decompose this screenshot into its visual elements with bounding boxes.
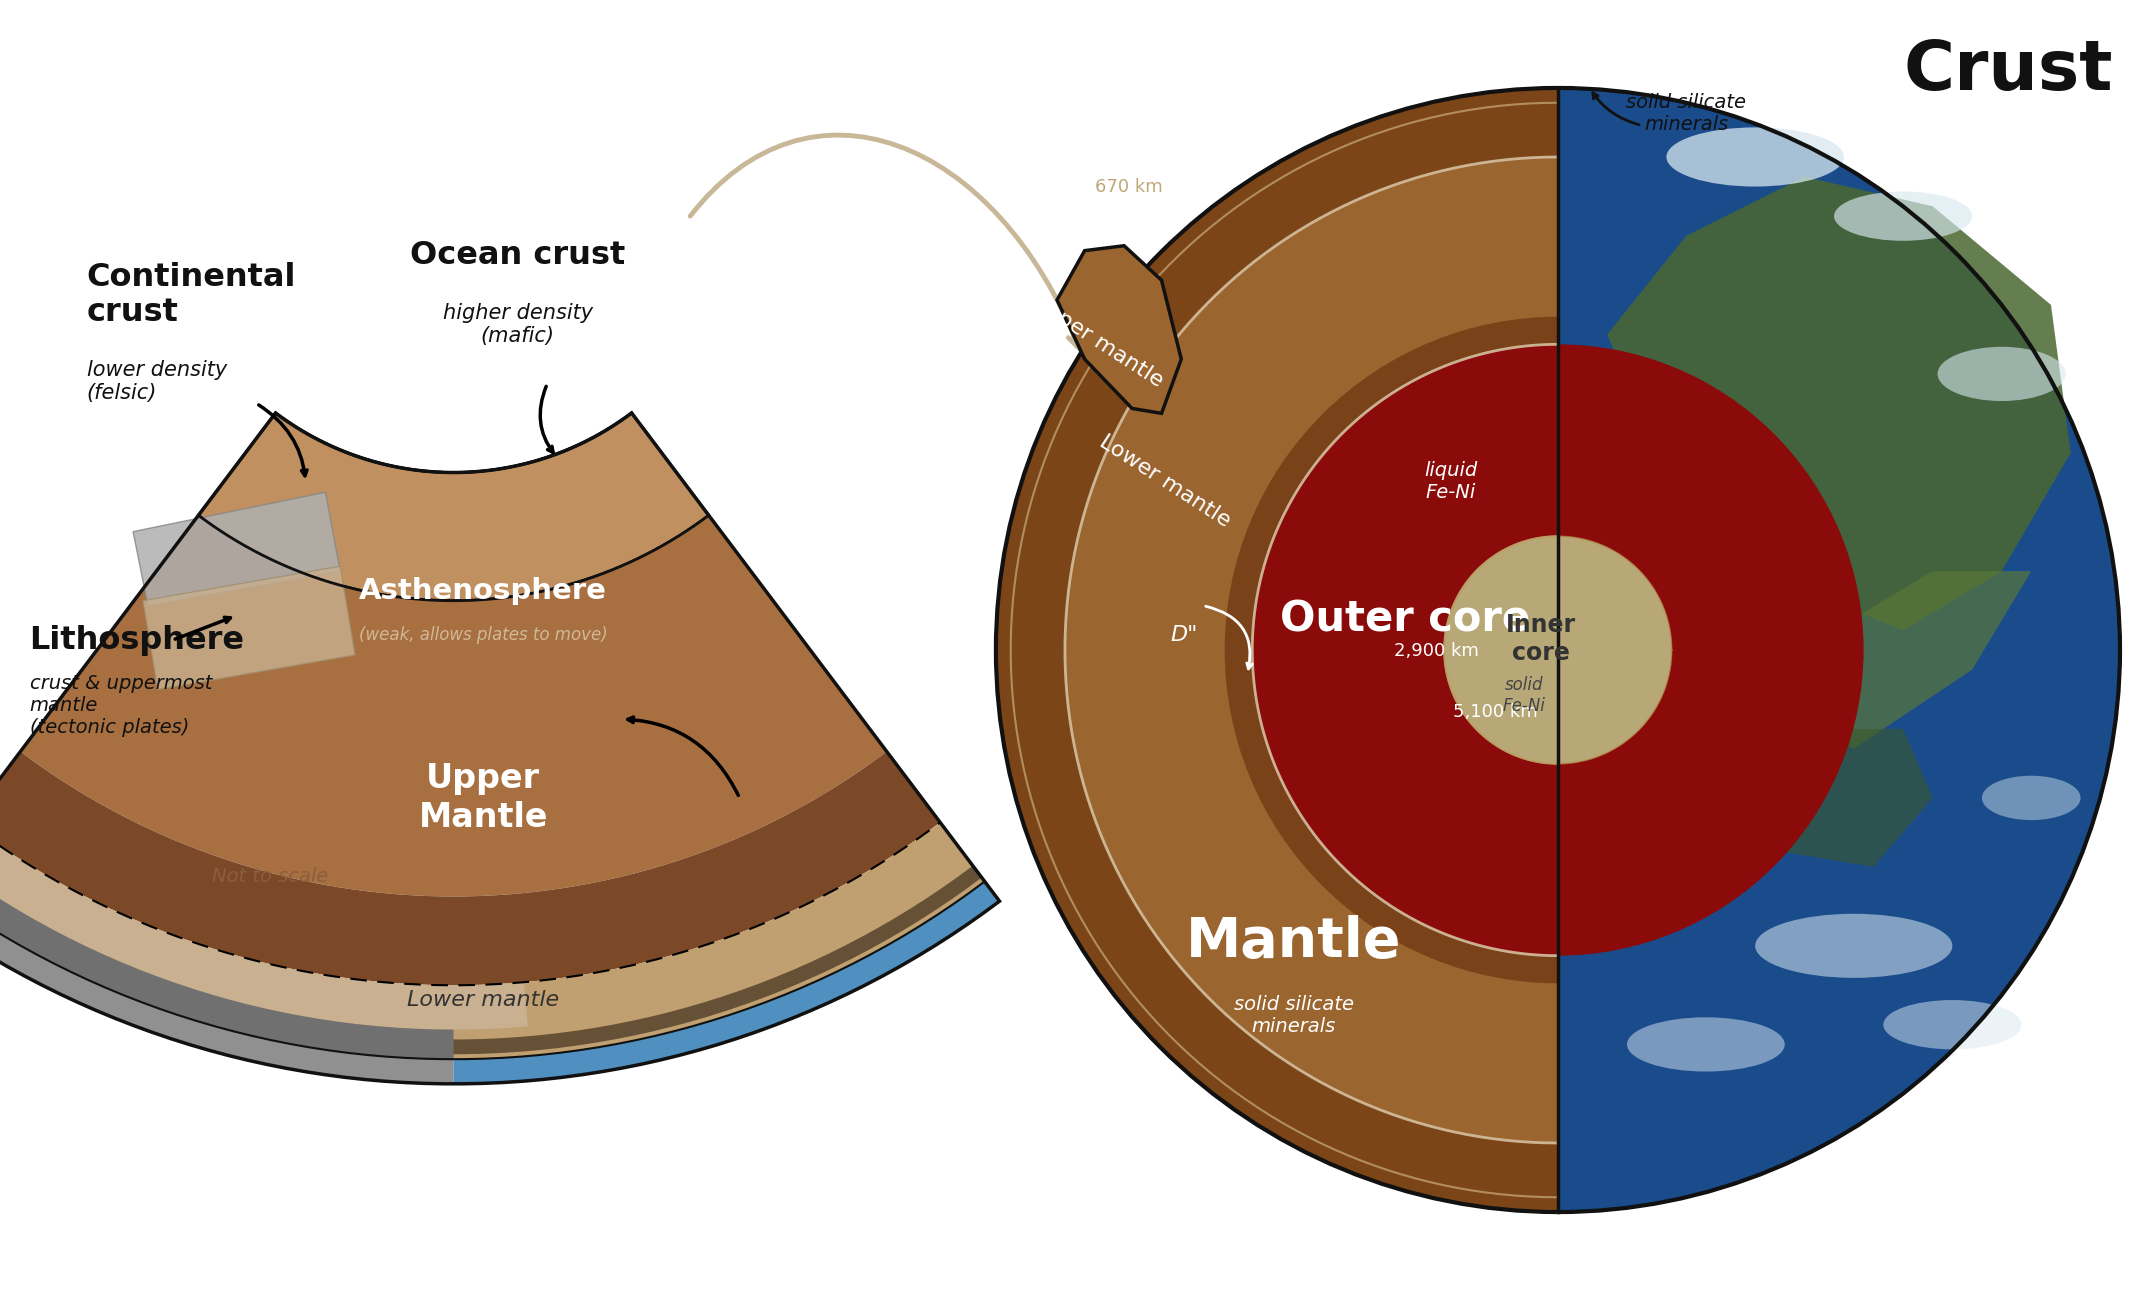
Polygon shape <box>0 823 985 1060</box>
Ellipse shape <box>1981 776 2081 820</box>
Polygon shape <box>0 881 453 1084</box>
Text: 670 km: 670 km <box>1095 178 1162 196</box>
Text: higher density
(mafic): higher density (mafic) <box>442 303 593 346</box>
Text: Outer core: Outer core <box>1281 598 1531 641</box>
Ellipse shape <box>1938 347 2065 400</box>
Polygon shape <box>198 413 709 601</box>
Wedge shape <box>1445 537 1559 763</box>
Wedge shape <box>1559 88 2119 1212</box>
Ellipse shape <box>1755 914 1953 978</box>
Wedge shape <box>1253 344 1559 956</box>
Circle shape <box>1445 537 1671 763</box>
Text: solid silicate
minerals: solid silicate minerals <box>1626 92 1746 134</box>
Text: solid silicate
minerals: solid silicate minerals <box>1233 994 1354 1036</box>
Text: 5,100 km: 5,100 km <box>1453 703 1537 722</box>
Polygon shape <box>1755 729 1932 867</box>
Text: Inner
core: Inner core <box>1505 612 1576 664</box>
Polygon shape <box>0 866 981 1054</box>
Wedge shape <box>996 88 1559 1212</box>
Polygon shape <box>0 751 940 985</box>
Polygon shape <box>1056 246 1181 413</box>
Wedge shape <box>1559 344 1863 956</box>
Ellipse shape <box>1835 191 1973 240</box>
Text: Upper mantle: Upper mantle <box>1028 291 1166 391</box>
Text: D": D" <box>1171 625 1199 645</box>
Polygon shape <box>134 493 341 606</box>
Text: Continental
crust: Continental crust <box>86 261 295 329</box>
Text: lower density
(felsic): lower density (felsic) <box>86 360 226 403</box>
Polygon shape <box>453 881 1000 1084</box>
Ellipse shape <box>1667 127 1843 187</box>
Text: Upper
Mantle: Upper Mantle <box>418 762 548 833</box>
Polygon shape <box>142 567 356 689</box>
Text: Asthenosphere: Asthenosphere <box>360 577 608 605</box>
Text: 2,900 km: 2,900 km <box>1395 642 1479 660</box>
Text: (weak, allows plates to move): (weak, allows plates to move) <box>358 627 608 645</box>
Text: Not to scale: Not to scale <box>211 867 328 887</box>
Text: solid
Fe-Ni: solid Fe-Ni <box>1503 676 1546 715</box>
Text: Lithosphere: Lithosphere <box>30 624 244 655</box>
Wedge shape <box>1559 537 1671 763</box>
Text: Ocean crust: Ocean crust <box>410 240 625 272</box>
Polygon shape <box>1606 177 2070 630</box>
Text: Lower mantle: Lower mantle <box>1095 432 1233 532</box>
Wedge shape <box>1065 157 1559 1143</box>
Text: liquid
Fe-Ni: liquid Fe-Ni <box>1425 462 1477 502</box>
Text: Lower mantle: Lower mantle <box>407 991 558 1010</box>
Polygon shape <box>0 823 528 1030</box>
Polygon shape <box>19 515 886 897</box>
Polygon shape <box>0 858 453 1060</box>
Text: Mantle: Mantle <box>1186 915 1401 970</box>
Ellipse shape <box>1884 1000 2022 1049</box>
Text: crust & uppermost
mantle
(tectonic plates): crust & uppermost mantle (tectonic plate… <box>30 673 211 737</box>
Ellipse shape <box>1628 1018 1785 1071</box>
Polygon shape <box>1755 571 2031 749</box>
Wedge shape <box>1225 317 1559 983</box>
Ellipse shape <box>1606 433 1705 472</box>
Text: Crust: Crust <box>1904 36 2113 104</box>
